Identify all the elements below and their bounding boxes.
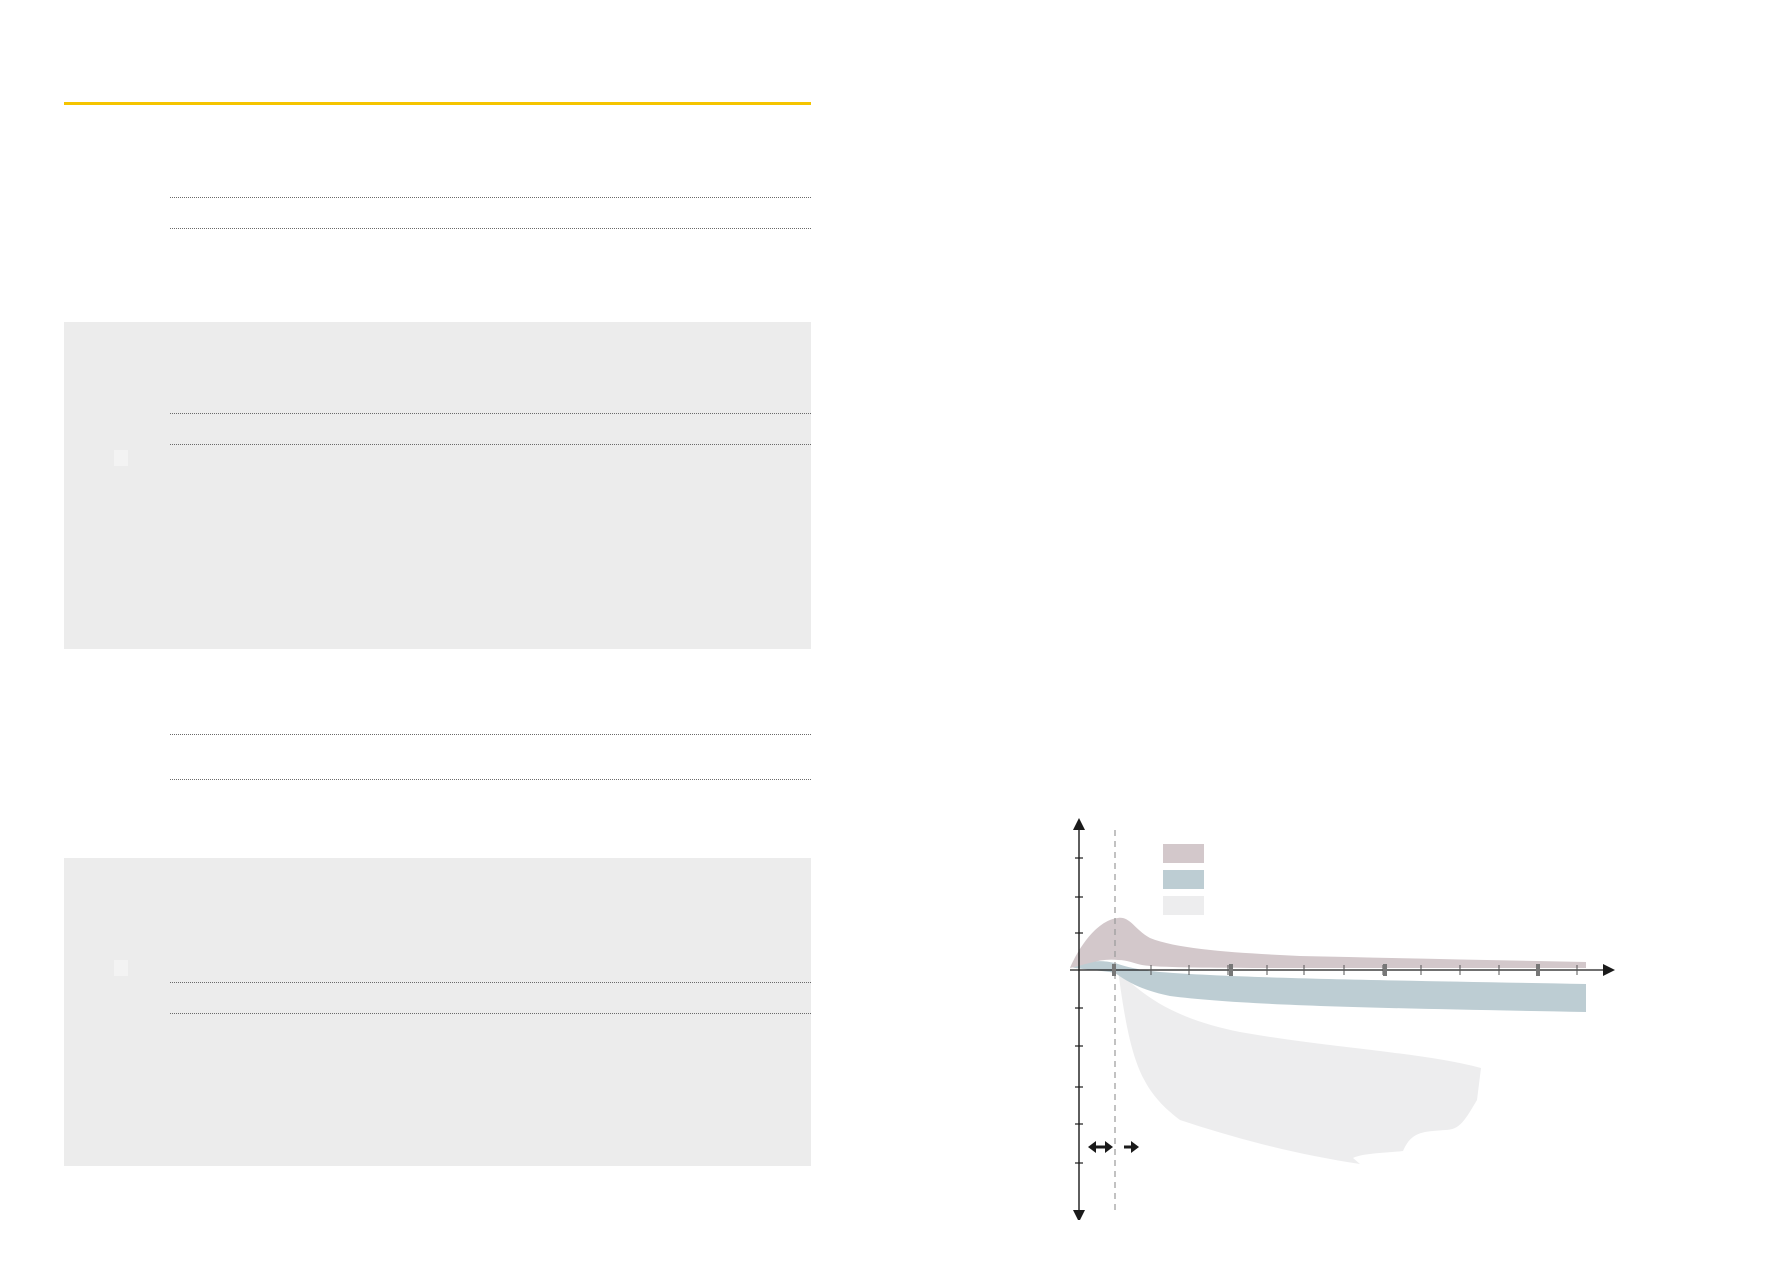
legend-swatch-2 bbox=[1163, 870, 1204, 889]
panel-marker-2 bbox=[114, 960, 128, 976]
lower-band bbox=[1118, 970, 1481, 1164]
x-axis-arrow bbox=[1603, 964, 1615, 976]
dotted-rule-6 bbox=[170, 779, 811, 780]
upper-band bbox=[1070, 917, 1586, 968]
shaded-panel-2 bbox=[64, 858, 811, 1166]
dotted-rule-8 bbox=[170, 1013, 811, 1014]
y-axis-up-arrow bbox=[1073, 818, 1085, 830]
dotted-rule-7 bbox=[170, 982, 811, 983]
panel-marker-1 bbox=[114, 450, 128, 466]
middle-band bbox=[1070, 961, 1586, 1012]
range-arrow-double bbox=[1088, 1141, 1113, 1153]
x-axis-major-ticks bbox=[1112, 964, 1540, 976]
dotted-rule-4 bbox=[170, 444, 811, 445]
legend-swatch-1 bbox=[1163, 844, 1204, 863]
band-diagram-svg bbox=[1070, 818, 1615, 1220]
y-axis-down-arrow bbox=[1073, 1210, 1085, 1220]
dotted-rule-3 bbox=[170, 413, 811, 414]
band-diagram bbox=[1040, 810, 1630, 1220]
range-arrow-right bbox=[1124, 1141, 1139, 1153]
y-axis-ticks bbox=[1075, 857, 1083, 1164]
shaded-panel-1 bbox=[64, 322, 811, 649]
dotted-rule-5 bbox=[170, 734, 811, 735]
legend-swatch-3 bbox=[1163, 896, 1204, 915]
dotted-rule-1 bbox=[170, 197, 811, 198]
header-accent-rule bbox=[64, 102, 811, 105]
dotted-rule-2 bbox=[170, 228, 811, 229]
legend bbox=[1163, 844, 1204, 915]
